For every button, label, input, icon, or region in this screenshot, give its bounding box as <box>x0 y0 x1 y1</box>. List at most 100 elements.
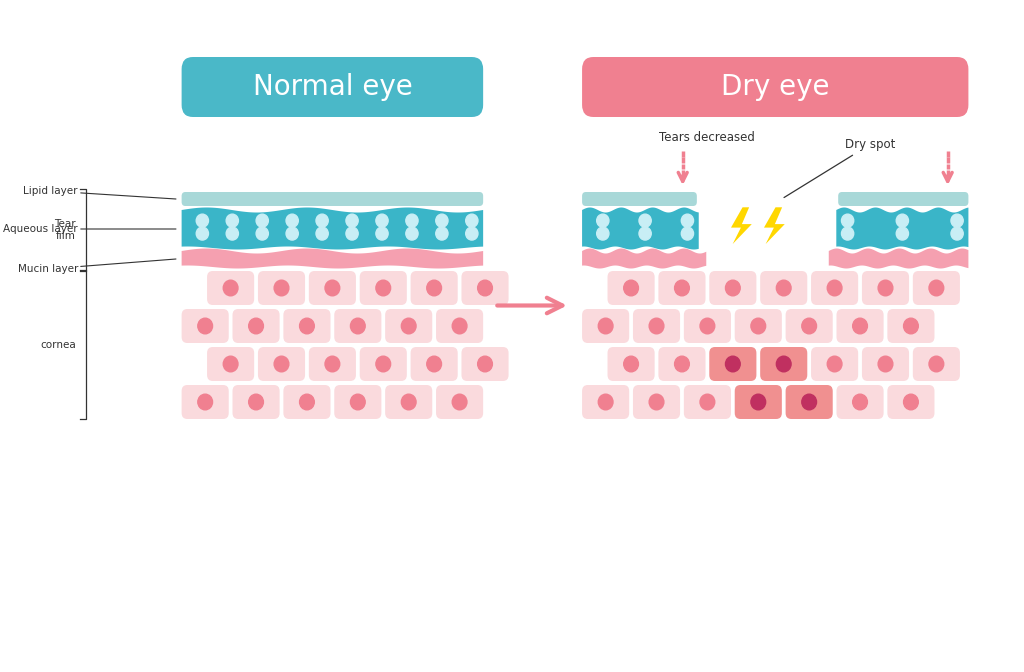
FancyBboxPatch shape <box>436 309 483 343</box>
FancyBboxPatch shape <box>912 347 959 381</box>
Circle shape <box>249 318 263 334</box>
Circle shape <box>350 394 366 410</box>
Circle shape <box>597 214 609 227</box>
FancyBboxPatch shape <box>710 347 757 381</box>
FancyBboxPatch shape <box>411 347 458 381</box>
FancyBboxPatch shape <box>334 385 381 419</box>
FancyBboxPatch shape <box>785 309 833 343</box>
FancyBboxPatch shape <box>181 309 228 343</box>
FancyBboxPatch shape <box>258 347 305 381</box>
Text: Tears decreased: Tears decreased <box>659 131 755 144</box>
Circle shape <box>436 214 449 227</box>
Circle shape <box>197 227 209 240</box>
FancyBboxPatch shape <box>385 309 432 343</box>
FancyBboxPatch shape <box>839 192 969 206</box>
FancyBboxPatch shape <box>181 385 228 419</box>
Circle shape <box>776 356 792 372</box>
FancyBboxPatch shape <box>284 385 331 419</box>
Circle shape <box>401 318 416 334</box>
Circle shape <box>725 356 740 372</box>
Circle shape <box>827 280 842 296</box>
Text: Dry spot: Dry spot <box>784 138 895 198</box>
Circle shape <box>675 280 689 296</box>
FancyBboxPatch shape <box>684 385 731 419</box>
Circle shape <box>951 227 964 240</box>
Circle shape <box>903 394 919 410</box>
Circle shape <box>453 394 467 410</box>
Circle shape <box>477 356 493 372</box>
Circle shape <box>427 356 441 372</box>
Circle shape <box>853 318 867 334</box>
Circle shape <box>226 214 239 227</box>
Circle shape <box>325 280 340 296</box>
FancyBboxPatch shape <box>760 347 807 381</box>
Circle shape <box>274 356 289 372</box>
FancyBboxPatch shape <box>232 385 280 419</box>
FancyBboxPatch shape <box>888 385 935 419</box>
FancyBboxPatch shape <box>207 271 254 305</box>
Circle shape <box>929 356 944 372</box>
Text: Aqueous layer: Aqueous layer <box>3 224 176 234</box>
FancyBboxPatch shape <box>684 309 731 343</box>
FancyBboxPatch shape <box>735 309 782 343</box>
Polygon shape <box>582 208 698 249</box>
Circle shape <box>649 394 664 410</box>
Polygon shape <box>828 249 969 269</box>
Circle shape <box>316 227 329 240</box>
Circle shape <box>675 356 689 372</box>
Circle shape <box>197 214 209 227</box>
Circle shape <box>256 227 268 240</box>
Polygon shape <box>181 208 483 249</box>
Circle shape <box>406 214 418 227</box>
Circle shape <box>681 214 693 227</box>
Circle shape <box>300 394 314 410</box>
FancyBboxPatch shape <box>582 192 697 206</box>
FancyBboxPatch shape <box>607 271 654 305</box>
Circle shape <box>453 318 467 334</box>
Circle shape <box>842 214 854 227</box>
FancyBboxPatch shape <box>462 347 509 381</box>
FancyBboxPatch shape <box>912 271 959 305</box>
Polygon shape <box>181 249 483 269</box>
Circle shape <box>274 280 289 296</box>
Circle shape <box>346 227 358 240</box>
FancyBboxPatch shape <box>785 385 833 419</box>
Circle shape <box>700 318 715 334</box>
Circle shape <box>751 394 766 410</box>
Circle shape <box>376 280 390 296</box>
Text: cornea: cornea <box>40 339 76 349</box>
Text: Tear
film: Tear film <box>54 219 76 241</box>
Text: Lipid layer: Lipid layer <box>24 186 176 199</box>
Circle shape <box>639 214 651 227</box>
Circle shape <box>597 227 609 240</box>
Circle shape <box>300 318 314 334</box>
Circle shape <box>223 280 238 296</box>
FancyBboxPatch shape <box>284 309 331 343</box>
Text: Dry eye: Dry eye <box>721 73 829 101</box>
Circle shape <box>376 214 388 227</box>
FancyBboxPatch shape <box>633 385 680 419</box>
FancyBboxPatch shape <box>309 271 356 305</box>
FancyBboxPatch shape <box>811 347 858 381</box>
Circle shape <box>346 214 358 227</box>
Circle shape <box>649 318 664 334</box>
FancyBboxPatch shape <box>658 271 706 305</box>
Circle shape <box>401 394 416 410</box>
Polygon shape <box>837 208 969 249</box>
FancyBboxPatch shape <box>811 271 858 305</box>
Circle shape <box>286 214 298 227</box>
FancyBboxPatch shape <box>462 271 509 305</box>
Circle shape <box>879 280 893 296</box>
FancyBboxPatch shape <box>232 309 280 343</box>
Circle shape <box>198 394 213 410</box>
Circle shape <box>427 280 441 296</box>
FancyBboxPatch shape <box>735 385 782 419</box>
FancyBboxPatch shape <box>888 309 935 343</box>
Circle shape <box>316 214 329 227</box>
Circle shape <box>325 356 340 372</box>
Circle shape <box>286 227 298 240</box>
Circle shape <box>896 214 908 227</box>
Circle shape <box>624 356 638 372</box>
Circle shape <box>436 227 449 240</box>
Polygon shape <box>582 249 707 269</box>
